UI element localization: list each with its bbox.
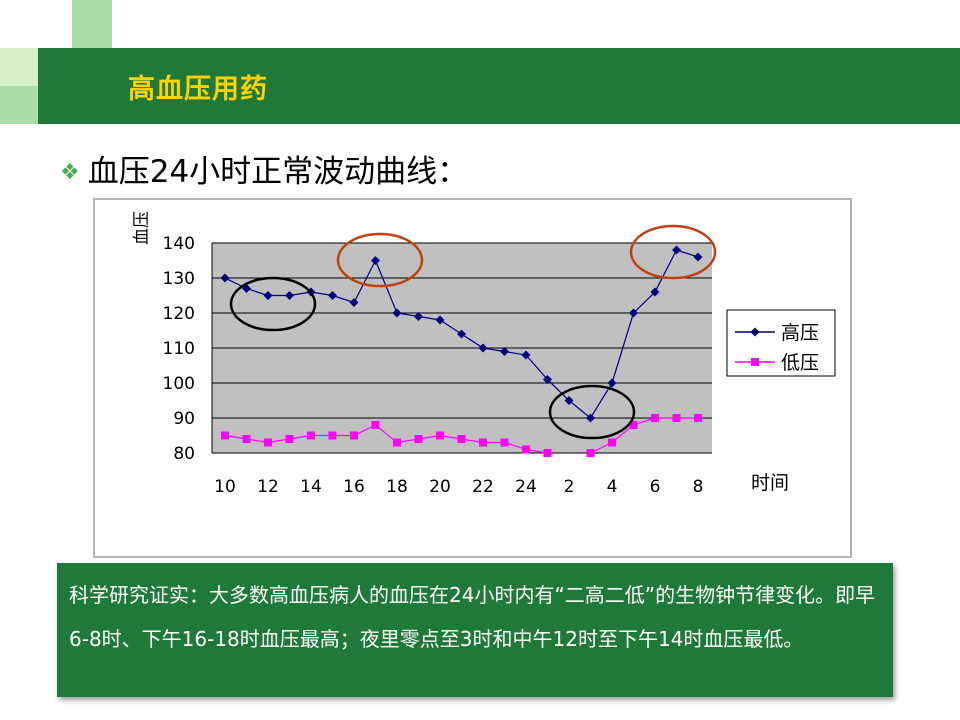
x-tick-label: 14: [300, 477, 322, 497]
highlight-ellipse: [336, 232, 424, 288]
x-tick-label: 24: [515, 477, 537, 497]
y-tick-label: 140: [163, 234, 195, 254]
data-point-low: [328, 431, 337, 440]
data-point-low: [586, 449, 595, 457]
note-box: 科学研究证实：大多数高血压病人的血压在24小时内有“二高二低”的生物钟节律变化。…: [57, 563, 893, 697]
data-point-high: [349, 298, 359, 307]
data-point-high: [371, 256, 380, 265]
y-tick-label: 90: [173, 409, 195, 429]
x-tick-label: 6: [650, 477, 661, 497]
y-tick-label: 100: [163, 374, 195, 394]
data-point-low: [371, 421, 380, 429]
data-point-low: [629, 421, 638, 429]
x-tick-label: 20: [429, 477, 451, 497]
y-tick-label: 130: [163, 269, 195, 289]
deco-square-1: [72, 0, 112, 48]
data-point-low: [608, 438, 616, 447]
data-point-low: [457, 435, 466, 443]
bullet-heading: ❖ 血压24小时正常波动曲线：: [60, 150, 468, 194]
data-point-low: [285, 435, 294, 443]
y-tick-label: 110: [163, 339, 195, 359]
data-point-high: [693, 252, 703, 262]
deco-square-5: [0, 86, 38, 124]
data-point-high: [607, 378, 617, 388]
x-axis-title: 时间: [751, 472, 789, 494]
data-point-low: [672, 414, 681, 422]
highlight-ellipse: [629, 224, 717, 280]
data-point-high: [328, 291, 337, 300]
data-point-high: [220, 273, 230, 283]
deco-square-2: [0, 48, 38, 86]
data-point-low: [500, 438, 509, 447]
data-point-low: [242, 435, 251, 443]
data-point-low: [221, 431, 229, 440]
data-point-high: [435, 315, 445, 325]
data-point-high: [392, 308, 402, 318]
y-tick-label: 80: [173, 444, 195, 464]
legend-marker: [751, 358, 759, 366]
title-bar: [38, 48, 960, 124]
data-point-high: [672, 245, 681, 255]
highlight-ellipse: [548, 384, 636, 440]
legend-label: 高压: [781, 322, 819, 344]
data-point-high: [564, 396, 574, 405]
data-point-low: [350, 431, 358, 440]
data-point-low: [307, 431, 315, 440]
data-point-high: [629, 308, 638, 318]
data-point-high: [586, 413, 595, 423]
data-point-low: [651, 414, 659, 422]
data-point-high: [500, 347, 509, 356]
data-point-low: [393, 438, 401, 447]
data-point-low: [522, 445, 530, 454]
x-tick-label: 16: [343, 477, 365, 497]
chart-frame: 80 90 100 110 120 130 140 10 12 14 16 18 20 22 24 2 4 6 8 血…: [93, 198, 852, 558]
data-point-low: [414, 435, 423, 443]
legend-box: [726, 309, 836, 377]
x-tick-label: 8: [693, 477, 704, 497]
data-point-high: [543, 375, 552, 384]
data-point-high: [285, 291, 294, 300]
legend-marker: [750, 327, 760, 337]
x-tick-label: 2: [564, 477, 575, 497]
data-point-high: [414, 312, 423, 321]
legend-label: 低压: [781, 352, 819, 374]
highlight-ellipse: [229, 276, 317, 332]
data-point-high: [478, 343, 488, 353]
note-text: 科学研究证实：大多数高血压病人的血压在24小时内有“二高二低”的生物钟节律变化。…: [69, 583, 876, 651]
data-point-low: [479, 438, 487, 447]
data-point-high: [263, 291, 273, 300]
bullet-text: 血压24小时正常波动曲线：: [87, 154, 469, 190]
slide-title: 高血压用药: [128, 74, 268, 105]
x-tick-label: 4: [607, 477, 618, 497]
diamond-sparkle-icon: ❖: [60, 160, 80, 185]
data-point-low: [543, 449, 552, 457]
data-point-high: [521, 350, 531, 360]
y-tick-label: 120: [163, 304, 195, 324]
x-tick-label: 18: [386, 477, 408, 497]
x-tick-label: 12: [257, 477, 279, 497]
x-tick-label: 10: [214, 477, 236, 497]
data-point-low: [694, 414, 702, 422]
data-point-low: [264, 438, 272, 447]
data-point-high: [457, 329, 466, 339]
y-axis-title: 血压: [132, 211, 152, 245]
data-point-low: [436, 431, 444, 440]
x-tick-label: 22: [472, 477, 494, 497]
series-line-low: [224, 424, 548, 454]
data-point-high: [650, 287, 660, 297]
